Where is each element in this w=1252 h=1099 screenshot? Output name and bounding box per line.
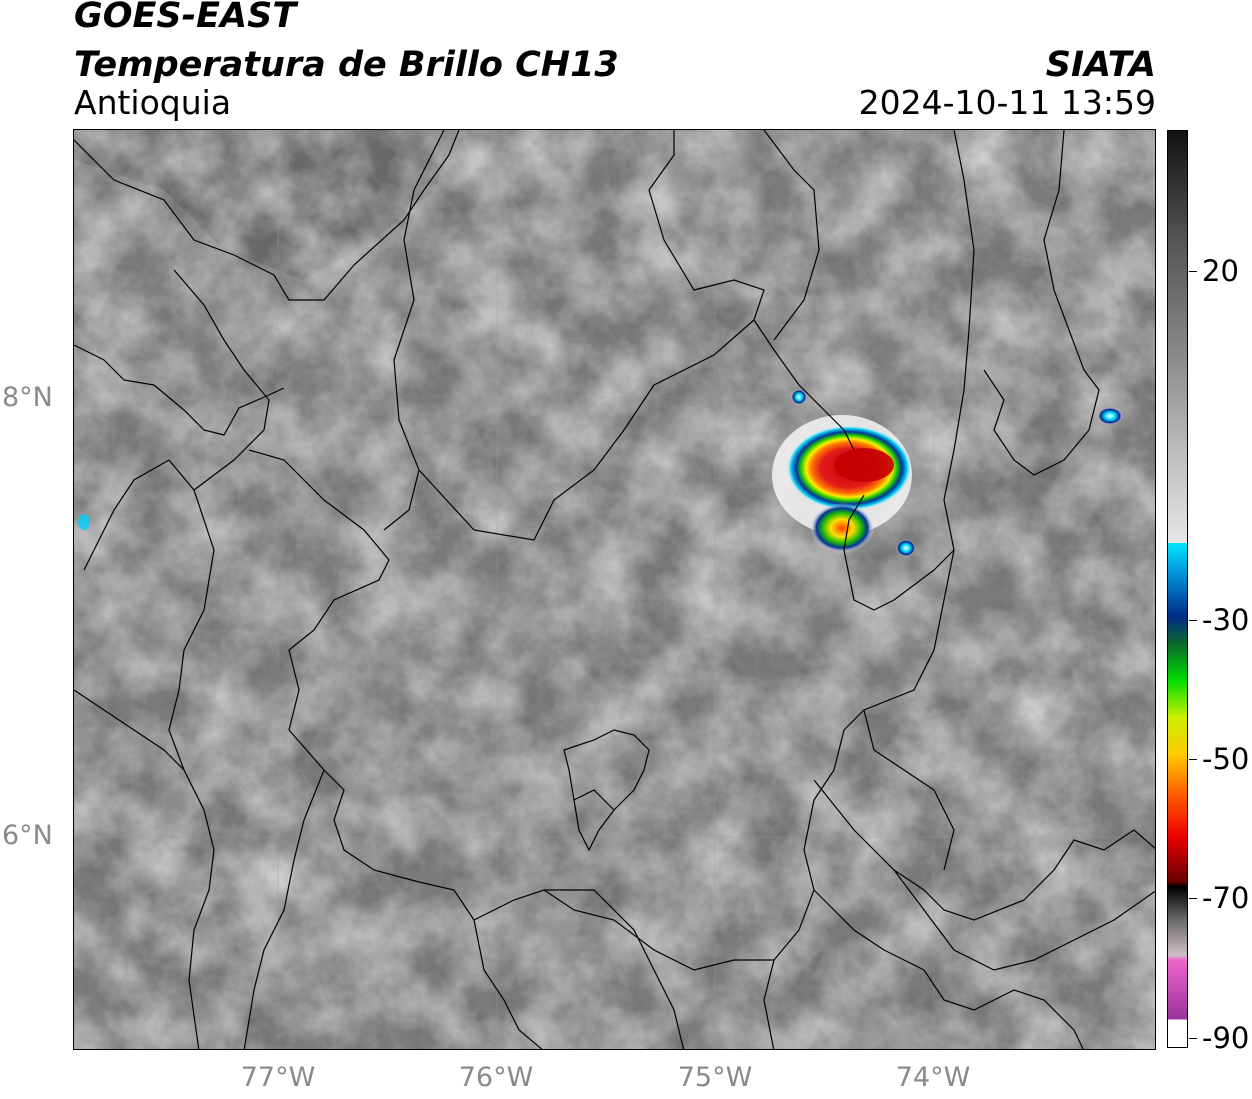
lon-label-75w: 75°W [677,1062,753,1093]
map-canvas [74,130,1155,1049]
lat-label-6n: 6°N [2,820,53,851]
satellite-map[interactable] [73,129,1156,1050]
colorbar-tick [1189,620,1197,621]
colorbar-label-minus30: -30 [1202,603,1250,637]
agency-label: SIATA [1045,45,1156,85]
product-title: Temperatura de Brillo CH13 [74,45,619,85]
satellite-title: GOES-EAST [74,0,297,36]
colorbar-label-minus70: -70 [1202,881,1250,915]
lon-label-76w: 76°W [458,1062,534,1093]
colorbar-label-minus90: -90 [1202,1021,1250,1055]
temperature-colorbar [1167,130,1188,1048]
colorbar-label-20: 20 [1202,254,1239,288]
lat-label-8n: 8°N [2,382,53,413]
convective-storm [78,389,1123,557]
graticule [74,130,1155,1049]
datetime-label: 2024-10-11 13:59 [858,83,1156,122]
region-label: Antioquia [74,83,232,122]
boundaries [74,130,1155,1049]
colorbar-tick [1189,271,1197,272]
colorbar-tick [1189,898,1197,899]
lon-label-77w: 77°W [240,1062,316,1093]
colorbar-label-minus50: -50 [1202,742,1250,776]
colorbar-tick [1189,759,1197,760]
colorbar-tick [1189,1038,1197,1039]
lon-label-74w: 74°W [895,1062,971,1093]
